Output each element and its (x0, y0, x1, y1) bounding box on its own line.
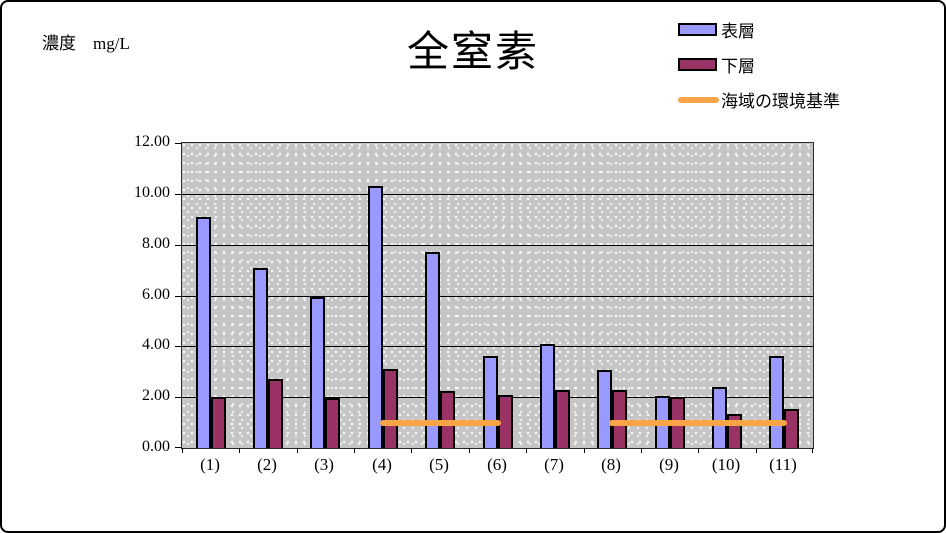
bar-bottom-c2 (268, 379, 283, 448)
legend-box-swatch (678, 23, 717, 36)
legend-item: 表層 (678, 22, 840, 41)
bar-bottom-c3 (325, 398, 340, 448)
standard-line-segment (609, 420, 787, 426)
x-axis-tick-label: (3) (314, 455, 334, 474)
legend-label: 海域の環境基準 (721, 92, 840, 111)
y-axis-tick (175, 193, 182, 195)
legend-box-swatch (678, 58, 717, 71)
y-axis-tick-label: 8.00 (142, 234, 170, 252)
y-axis-tick-label: 0.00 (142, 438, 170, 455)
x-axis-tick-label: (1) (200, 455, 220, 474)
legend-item: 下層 (678, 57, 840, 76)
x-axis-labels: (1) (2) (3) (4) (5) (6) (7) (8) (9) (10) (11) (181, 455, 812, 479)
y-axis-tick (175, 143, 182, 144)
gridline (182, 346, 813, 348)
x-axis-tick (239, 448, 240, 453)
bar-bottom-c11 (784, 409, 799, 448)
x-axis-tick-label: (6) (487, 455, 507, 474)
chart-title: 全窒素 (406, 30, 539, 76)
bar-surface-c6 (483, 356, 498, 448)
x-axis-tick-label: (4) (372, 455, 392, 474)
bar-bottom-c4 (383, 369, 398, 448)
legend-label: 表層 (721, 22, 755, 41)
x-axis-tick (584, 448, 585, 453)
legend-line-swatch (678, 96, 719, 103)
x-axis-tick-label: (2) (257, 455, 277, 474)
x-axis-tick-label: (5) (429, 455, 449, 474)
bar-surface-c8 (597, 370, 612, 448)
x-axis-tick (411, 448, 412, 453)
x-axis-tick-label: (11) (769, 455, 797, 474)
x-axis-tick-label: (7) (544, 455, 564, 474)
x-axis-tick-label: (8) (601, 455, 621, 474)
y-axis-tick (175, 447, 182, 448)
plot-area (175, 142, 814, 453)
bar-surface-c2 (253, 268, 268, 448)
bar-surface-c3 (310, 297, 325, 448)
bar-surface-c10 (712, 387, 727, 448)
y-axis-tick (175, 346, 182, 348)
y-axis-tick (175, 244, 182, 246)
bar-surface-c11 (769, 356, 784, 448)
x-axis-tick (698, 448, 699, 453)
bar-bottom-c5 (440, 391, 455, 448)
x-axis-tick (812, 448, 813, 453)
x-axis-tick (526, 448, 527, 453)
y-axis-tick (175, 397, 182, 399)
bar-surface-c7 (540, 344, 555, 448)
y-axis-tick-label: 2.00 (142, 387, 170, 405)
x-axis-tick (756, 448, 757, 453)
bar-bottom-c1 (211, 397, 226, 448)
gridline (182, 193, 813, 195)
bar-bottom-c7 (555, 390, 570, 448)
y-axis-units-label: 濃度 mg/L (42, 34, 130, 53)
x-axis-tick-label: (9) (659, 455, 679, 474)
x-axis-tick (469, 448, 470, 453)
gridline (182, 295, 813, 297)
legend-label: 下層 (721, 57, 755, 76)
y-axis-tick-label: 10.00 (134, 183, 170, 201)
x-axis-tick-label: (10) (711, 455, 741, 474)
x-axis-tick (641, 448, 642, 453)
bar-bottom-c8 (612, 390, 627, 448)
y-axis-tick-label: 12.00 (134, 133, 170, 150)
bar-surface-c4 (368, 186, 383, 448)
bar-surface-c1 (196, 217, 211, 448)
y-axis-labels: 0.00 2.00 4.00 6.00 8.00 10.00 12.00 (92, 133, 170, 455)
y-axis-tick (175, 295, 182, 297)
legend: 表層下層海域の環境基準 (678, 22, 840, 127)
standard-line-segment (380, 420, 501, 426)
x-axis-tick (297, 448, 298, 453)
gridline (182, 244, 813, 246)
bar-surface-c5 (425, 252, 440, 448)
y-axis-tick-label: 6.00 (142, 285, 170, 303)
legend-item: 海域の環境基準 (678, 92, 840, 111)
y-axis-tick-label: 4.00 (142, 336, 170, 354)
x-axis-tick (182, 448, 183, 453)
x-axis-tick (354, 448, 355, 453)
